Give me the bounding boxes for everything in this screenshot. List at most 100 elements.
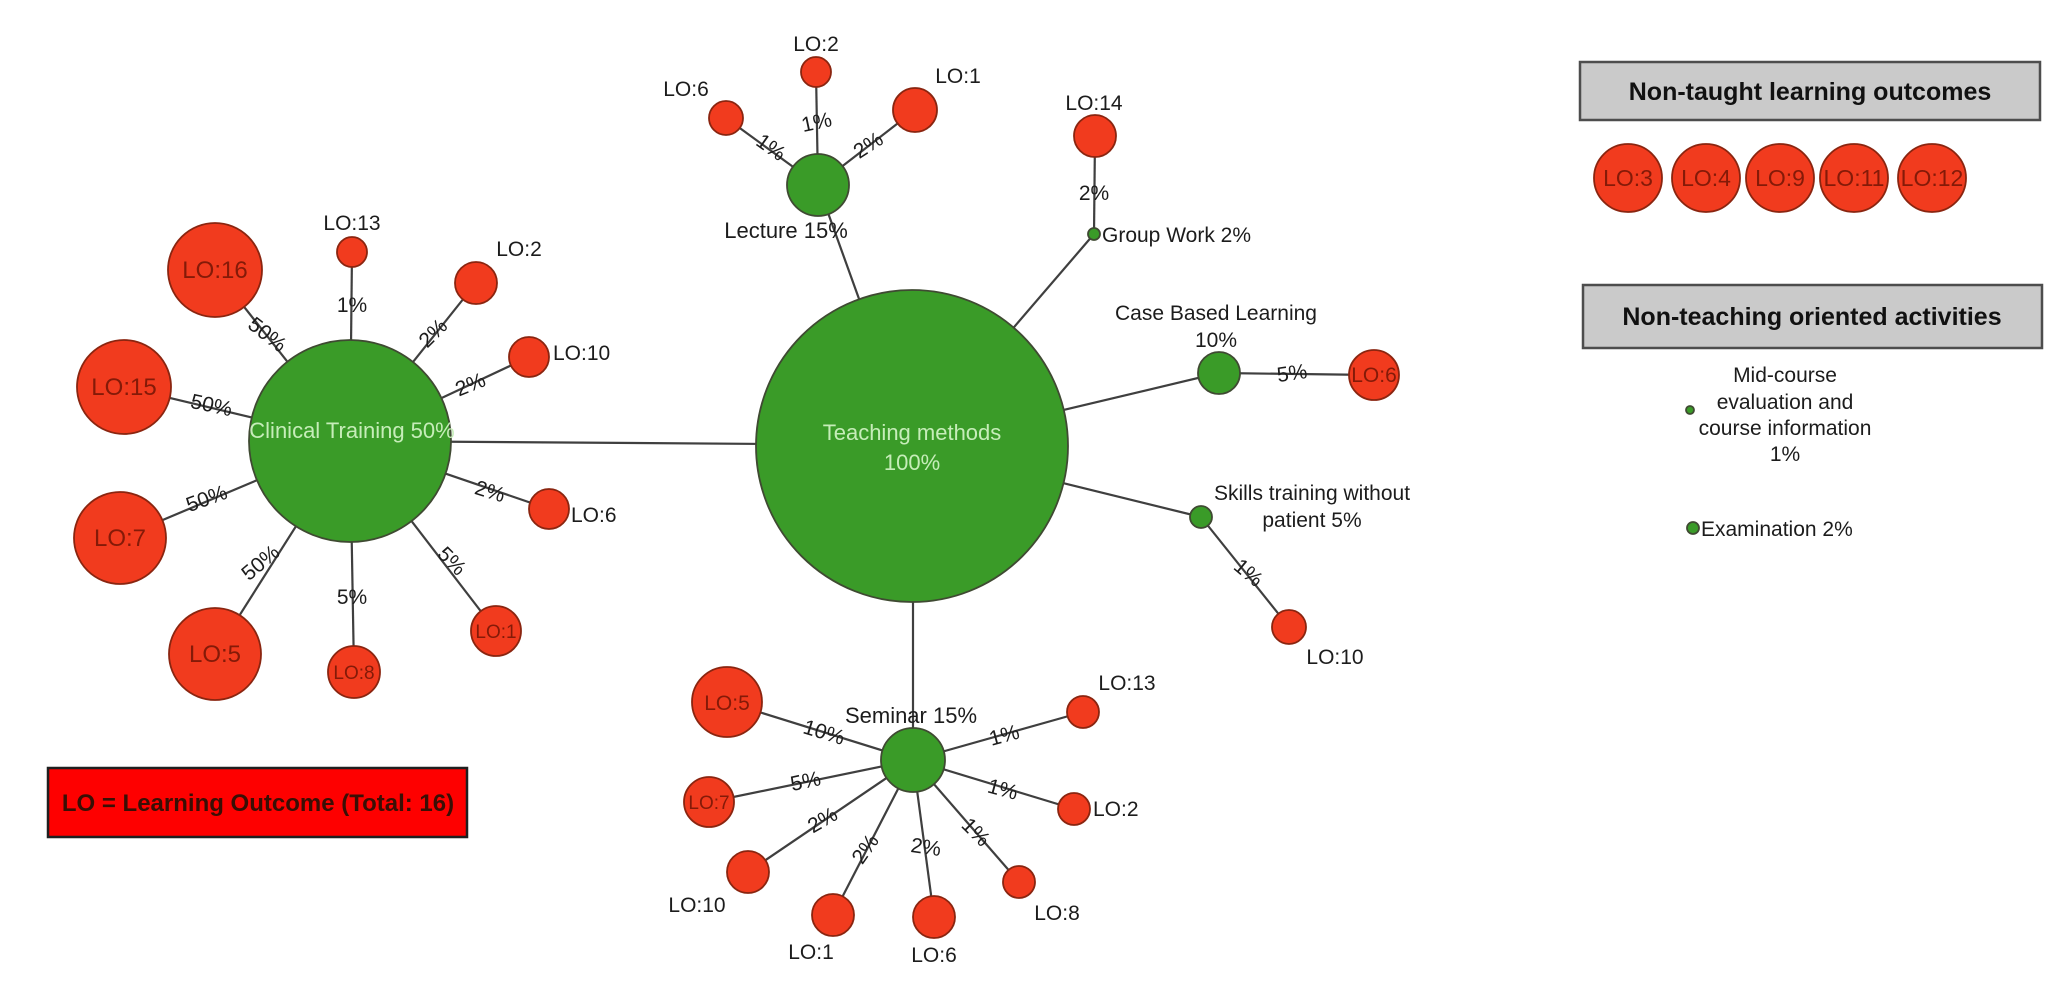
node-clinical-lo1 [470, 605, 522, 657]
node-lecture-lo6 [708, 100, 744, 136]
mid-course-line3: course information [1699, 417, 1872, 440]
edge-label: 2% [848, 830, 884, 868]
node-clinical-lo7 [73, 491, 167, 585]
lo-label-inside: LO:8 [333, 663, 374, 684]
lo-label: LO:8 [1034, 902, 1080, 925]
legend: LO = Learning Outcome (Total: 16) [46, 766, 469, 839]
lo-label: LO:10 [553, 342, 610, 365]
lo-label-inside: LO:1 [475, 622, 516, 643]
case-based-learning-pct: 10% [1195, 329, 1237, 352]
edge-seminar-lo7 [708, 758, 914, 804]
examination-label: Examination 2% [1701, 518, 1853, 541]
edge-label: 2% [1079, 182, 1109, 205]
node-seminar-lo7 [683, 776, 735, 828]
lo-label: LO:10 [1306, 646, 1363, 669]
node-groupwork-lo14 [1073, 114, 1117, 158]
node-clinical-lo2 [454, 261, 498, 305]
node-clinical-lo6 [528, 488, 570, 530]
lo-label-inside: LO:11 [1824, 165, 1885, 191]
node-case-based-learning [1197, 351, 1241, 395]
skills-training-label-line1: Skills training without [1214, 482, 1410, 505]
node-casebased-lo6 [1348, 349, 1400, 401]
lo-label-inside: LO:5 [189, 641, 241, 668]
edge-label: 50% [237, 541, 284, 586]
lo-label: LO:1 [935, 65, 981, 88]
lo-label-inside: LO:5 [704, 692, 750, 715]
node-lecture-lo2 [800, 56, 832, 88]
lo-label: LO:13 [323, 212, 380, 235]
case-based-learning-label: Case Based Learning [1115, 302, 1317, 325]
node-seminar-lo5 [691, 666, 763, 738]
node-seminar-lo10 [726, 850, 770, 894]
node-labels: Teaching methods 100% Clinical Training … [91, 33, 1410, 967]
lo-label: LO:2 [496, 238, 542, 261]
lo-label-inside: LO:4 [1681, 165, 1731, 191]
lo-label: LO:2 [1093, 798, 1139, 821]
node-clinical-lo16 [167, 222, 263, 318]
lo-label: LO:13 [1098, 672, 1155, 695]
legend-label: LO = Learning Outcome (Total: 16) [62, 790, 454, 817]
teaching-methods-pct: 100% [884, 450, 940, 475]
edge-label: 5% [337, 586, 367, 609]
node-clinical-lo15 [76, 339, 172, 435]
edge-label: 1% [987, 721, 1022, 751]
lo-label-inside: LO:6 [1351, 364, 1397, 387]
node-seminar-lo8 [1002, 865, 1036, 899]
lo-label-inside: LO:16 [182, 257, 247, 284]
edge-skills-lo10 [1200, 516, 1290, 628]
seminar-label: Seminar 15% [845, 703, 977, 728]
group-work-label: Group Work 2% [1102, 224, 1251, 247]
lo-label-inside: LO:9 [1755, 165, 1805, 191]
lo-label: LO:6 [663, 78, 709, 101]
edge-seminar-lo10 [747, 759, 914, 873]
node-nontaught-lo12 [1897, 143, 1967, 213]
lo-label: LO:10 [668, 894, 725, 917]
lo-label-inside: LO:7 [688, 793, 729, 814]
mid-course-line4: 1% [1770, 443, 1800, 466]
non-teaching-panel: Non-teaching oriented activities Mid-cou… [1581, 283, 2044, 541]
lo-label: LO:1 [788, 941, 834, 964]
node-seminar-lo2 [1057, 792, 1091, 826]
mid-course-line1: Mid-course [1733, 364, 1837, 387]
non-taught-title: Non-taught learning outcomes [1629, 78, 1992, 106]
node-mid-course-dot [1685, 405, 1695, 415]
edge-label: 2% [472, 476, 508, 507]
legend-red-box [46, 766, 469, 839]
skills-training-label-line2: patient 5% [1262, 509, 1361, 532]
lo-label: LO:6 [571, 504, 617, 527]
lo-label: LO:2 [793, 33, 839, 56]
node-lecture [786, 153, 850, 217]
node-nontaught-lo4 [1671, 143, 1741, 213]
edge-label: 1% [337, 294, 367, 317]
node-seminar [880, 727, 946, 793]
node-seminar-lo1 [811, 893, 855, 937]
lo-label-inside: LO:7 [94, 525, 146, 552]
node-nontaught-lo9 [1745, 143, 1815, 213]
node-skills-lo10 [1271, 609, 1307, 645]
non-teaching-header-box [1581, 283, 2044, 350]
node-skills-training-dot [1189, 505, 1213, 529]
node-clinical-training [248, 339, 452, 543]
node-clinical-lo5 [168, 607, 262, 701]
edge-label: 1% [799, 108, 833, 137]
lo-label: LO:6 [911, 944, 957, 967]
node-clinical-lo10 [508, 336, 550, 378]
edge-label: 5% [1275, 360, 1308, 387]
edge-label: 2% [452, 369, 489, 402]
node-nontaught-lo3 [1593, 143, 1663, 213]
edge-label: 5% [433, 543, 471, 581]
edge-label: 50% [243, 313, 290, 357]
node-seminar-lo6 [912, 895, 956, 939]
edge-label: 50% [183, 481, 230, 517]
lo-label-inside: LO:12 [1901, 165, 1964, 191]
node-nontaught-lo11 [1819, 143, 1889, 213]
node-group-work-dot [1087, 227, 1101, 241]
non-taught-panel: Non-taught learning outcomes LO:3 LO:4 L… [1578, 60, 2042, 213]
edge-label: 2% [909, 834, 942, 861]
node-clinical-lo8 [327, 645, 381, 699]
edge-label: 2% [849, 128, 887, 164]
lo-label: LO:14 [1065, 92, 1123, 115]
non-taught-header-box [1578, 60, 2042, 122]
nodes-group [73, 56, 1400, 939]
edge-label: 2% [804, 803, 842, 838]
